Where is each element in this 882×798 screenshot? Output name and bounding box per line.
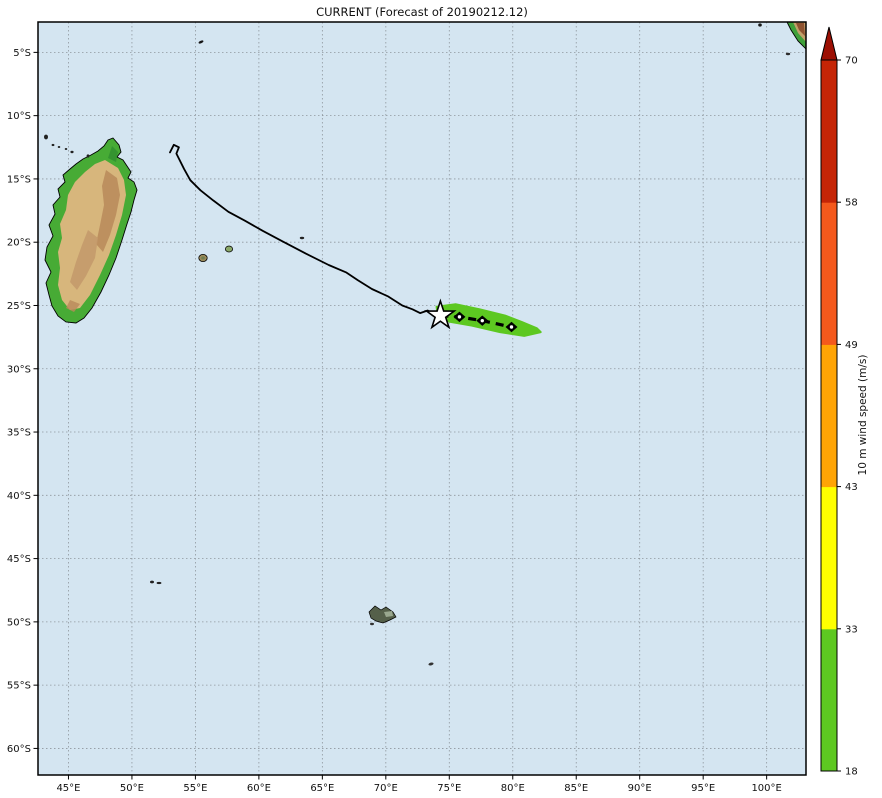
reunion-island xyxy=(198,253,208,262)
chart-title: CURRENT (Forecast of 20190212.12) xyxy=(316,5,528,19)
colorbar-outline xyxy=(820,59,838,772)
y-tick-label: 40°S xyxy=(7,491,31,502)
y-tick-label: 50°S xyxy=(7,617,31,628)
y-tick-label: 10°S xyxy=(7,111,31,122)
heard-island xyxy=(428,662,434,666)
sumatra-landmass xyxy=(758,22,806,56)
current-position-star-marker xyxy=(424,298,457,330)
x-tick-label: 90°E xyxy=(628,783,652,794)
plot-frame xyxy=(37,21,807,776)
ocean-background xyxy=(38,22,806,775)
y-tick-label: 30°S xyxy=(7,364,31,375)
y-tick-label: 55°S xyxy=(7,681,31,692)
x-tick-label: 45°E xyxy=(56,783,80,794)
y-tick-label: 25°S xyxy=(7,301,31,312)
y-axis: 5°S 10°S 15°S 20°S 25°S 30°S 35°S 40°S 45°S 50°S 5… xyxy=(7,48,38,755)
x-tick-label: 70°E xyxy=(374,783,398,794)
y-tick-label: 15°S xyxy=(7,174,31,185)
diamond-center-dot xyxy=(457,315,462,319)
colorbar-tick-label: 18 xyxy=(845,767,858,778)
x-tick-label: 95°E xyxy=(691,783,715,794)
graticule-gridlines xyxy=(38,22,806,775)
seychelles-island xyxy=(198,40,204,44)
x-tick-label: 80°E xyxy=(501,783,525,794)
x-tick-label: 85°E xyxy=(564,783,588,794)
madagascar-landmass xyxy=(44,137,138,324)
colorbar-label: 10 m wind speed (m/s) xyxy=(857,355,869,476)
past-track-line xyxy=(169,143,442,317)
storm-track-layer xyxy=(169,143,542,337)
land-layer xyxy=(44,22,806,666)
colorbar-tick-label: 70 xyxy=(845,56,858,67)
x-tick-label: 75°E xyxy=(437,783,461,794)
kerguelen-islands xyxy=(368,605,397,626)
x-tick-label: 65°E xyxy=(310,783,334,794)
y-tick-label: 60°S xyxy=(7,744,31,755)
x-tick-label: 100°E xyxy=(751,783,781,794)
x-tick-label: 60°E xyxy=(247,783,271,794)
x-axis: 45°E 50°E 55°E 60°E 65°E 70°E 75°E 80°E 85°E 90°E… xyxy=(56,775,782,794)
wind-speed-colorbar: 18 33 43 49 58 70 xyxy=(820,26,858,778)
colorbar-tick-label: 43 xyxy=(845,482,858,493)
colorbar-segment xyxy=(821,202,837,345)
colorbar-tick-label: 58 xyxy=(845,198,858,209)
y-tick-label: 5°S xyxy=(13,48,31,59)
diamond-center-dot xyxy=(509,325,514,329)
colorbar-segment xyxy=(821,60,837,203)
colorbar-segment xyxy=(821,628,837,772)
diamond-center-dot xyxy=(480,318,484,323)
y-tick-label: 20°S xyxy=(7,238,31,249)
rodrigues-island xyxy=(299,236,305,240)
colorbar-extend-arrow xyxy=(820,26,838,61)
x-tick-label: 50°E xyxy=(120,783,144,794)
x-tick-label: 55°E xyxy=(183,783,207,794)
colorbar-tick-label: 49 xyxy=(845,340,858,351)
crozet-islands xyxy=(150,580,162,585)
y-tick-label: 35°S xyxy=(7,428,31,439)
mauritius-island xyxy=(224,245,233,253)
colorbar-tick-label: 33 xyxy=(845,624,858,635)
y-tick-label: 45°S xyxy=(7,554,31,565)
colorbar-segment xyxy=(821,344,837,488)
comoros-islands xyxy=(44,134,90,158)
colorbar-segment xyxy=(821,486,837,630)
forecast-track-dashed-line xyxy=(440,314,512,329)
